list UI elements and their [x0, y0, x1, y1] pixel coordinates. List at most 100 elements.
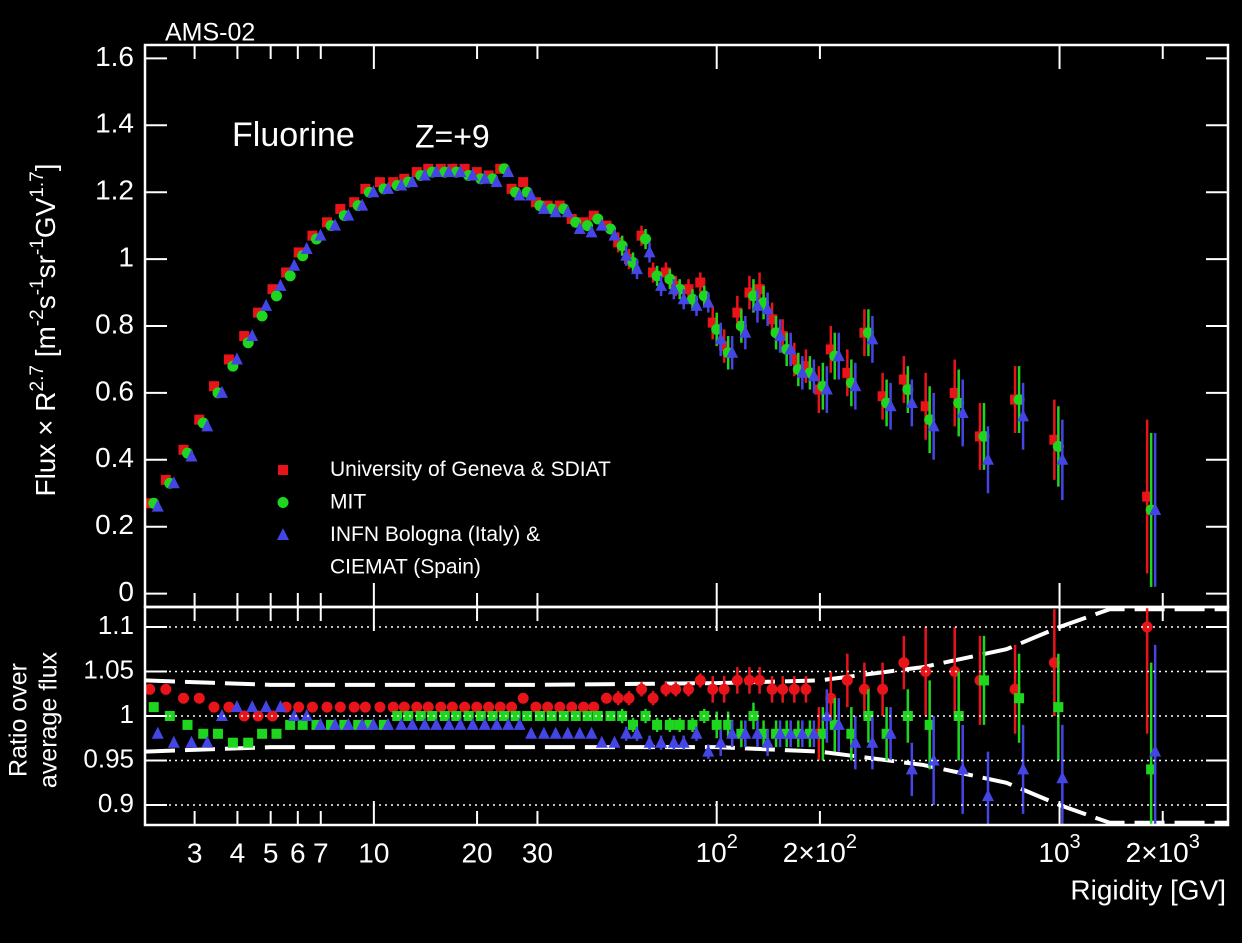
marker — [490, 717, 503, 730]
marker — [1017, 409, 1030, 422]
x-tick-label-exponent: 3 — [1070, 831, 1081, 853]
y-tick-label: 0.4 — [95, 442, 134, 473]
y-tick-label: 1.1 — [98, 610, 134, 640]
marker — [1149, 502, 1162, 515]
marker — [177, 692, 189, 704]
marker — [670, 683, 682, 695]
marker — [415, 711, 426, 721]
marker — [636, 683, 648, 695]
marker — [243, 737, 254, 748]
marker — [832, 349, 845, 362]
marker — [766, 683, 778, 695]
marker — [726, 726, 739, 739]
marker — [525, 726, 538, 739]
legend-label: INFN Bologna (Italy) & CIEMAT (Spain) — [330, 523, 540, 579]
y-tick-label: 0 — [118, 576, 134, 607]
marker — [898, 374, 909, 385]
marker — [981, 789, 994, 802]
marker — [293, 701, 305, 713]
legend-label: University of Geneva & SDIAT — [330, 458, 611, 481]
marker — [201, 735, 214, 748]
marker — [490, 175, 503, 188]
marker — [260, 298, 273, 311]
marker — [956, 405, 969, 418]
marker — [463, 711, 474, 721]
marker — [271, 290, 283, 302]
marker — [566, 701, 578, 713]
y-tick-label: 0.2 — [95, 509, 134, 540]
marker — [620, 248, 633, 261]
marker — [774, 726, 787, 739]
marker — [949, 387, 960, 398]
marker — [582, 711, 593, 721]
marker — [667, 282, 680, 295]
legend-marker — [277, 497, 289, 508]
marker — [215, 709, 228, 721]
marker — [223, 354, 234, 365]
x-tick-label-base: 2×10 — [783, 837, 846, 868]
x-tick-label-base: 10 — [696, 837, 727, 868]
marker — [674, 719, 685, 730]
marker — [561, 726, 574, 739]
x-tick-label: 103 — [1038, 831, 1080, 868]
marker — [846, 728, 857, 739]
marker — [898, 657, 910, 669]
marker — [820, 382, 833, 395]
marker — [588, 701, 600, 713]
marker — [167, 735, 180, 748]
marker — [1056, 452, 1069, 465]
y-tick-label: 1.6 — [95, 41, 134, 72]
marker — [683, 284, 694, 295]
marker — [605, 711, 616, 721]
annotation: Fluorine — [232, 116, 355, 154]
marker — [478, 717, 491, 730]
marker — [866, 332, 879, 345]
marker — [592, 711, 603, 721]
marker — [381, 181, 394, 194]
marker — [578, 701, 590, 713]
marker — [877, 683, 889, 695]
marker — [1017, 762, 1030, 775]
marker — [451, 711, 462, 721]
y-tick-label: 0.9 — [98, 788, 134, 818]
marker — [640, 711, 651, 721]
annotation: Z=+9 — [415, 118, 490, 154]
marker — [800, 361, 811, 372]
marker — [314, 717, 327, 730]
marker — [978, 675, 989, 686]
marker — [647, 692, 659, 704]
y-axis-label-part: Flux × R — [30, 392, 61, 497]
marker — [631, 262, 644, 275]
marker — [395, 717, 408, 730]
marker — [595, 218, 608, 231]
marker — [807, 726, 820, 739]
marker — [339, 719, 350, 730]
marker — [825, 344, 836, 355]
marker — [442, 165, 455, 178]
marker — [430, 717, 443, 730]
marker — [348, 701, 360, 713]
marker — [652, 719, 663, 730]
marker — [877, 391, 888, 402]
band-line — [145, 745, 1228, 825]
marker — [478, 171, 491, 184]
marker — [230, 352, 243, 365]
marker — [754, 674, 766, 686]
marker — [863, 711, 874, 721]
marker — [459, 163, 470, 174]
marker — [167, 476, 180, 489]
y-tick-label: 1 — [118, 241, 134, 272]
x-axis-label: Rigidity [GV] — [1070, 874, 1226, 905]
x-tick-label: 6 — [290, 837, 306, 868]
x-tick-label: 102 — [696, 831, 738, 868]
marker — [274, 700, 287, 713]
plot-area — [145, 163, 1162, 587]
marker — [573, 726, 586, 739]
marker — [905, 395, 918, 408]
marker — [537, 201, 550, 214]
marker — [506, 701, 518, 713]
marker — [549, 205, 562, 218]
marker — [227, 737, 238, 748]
